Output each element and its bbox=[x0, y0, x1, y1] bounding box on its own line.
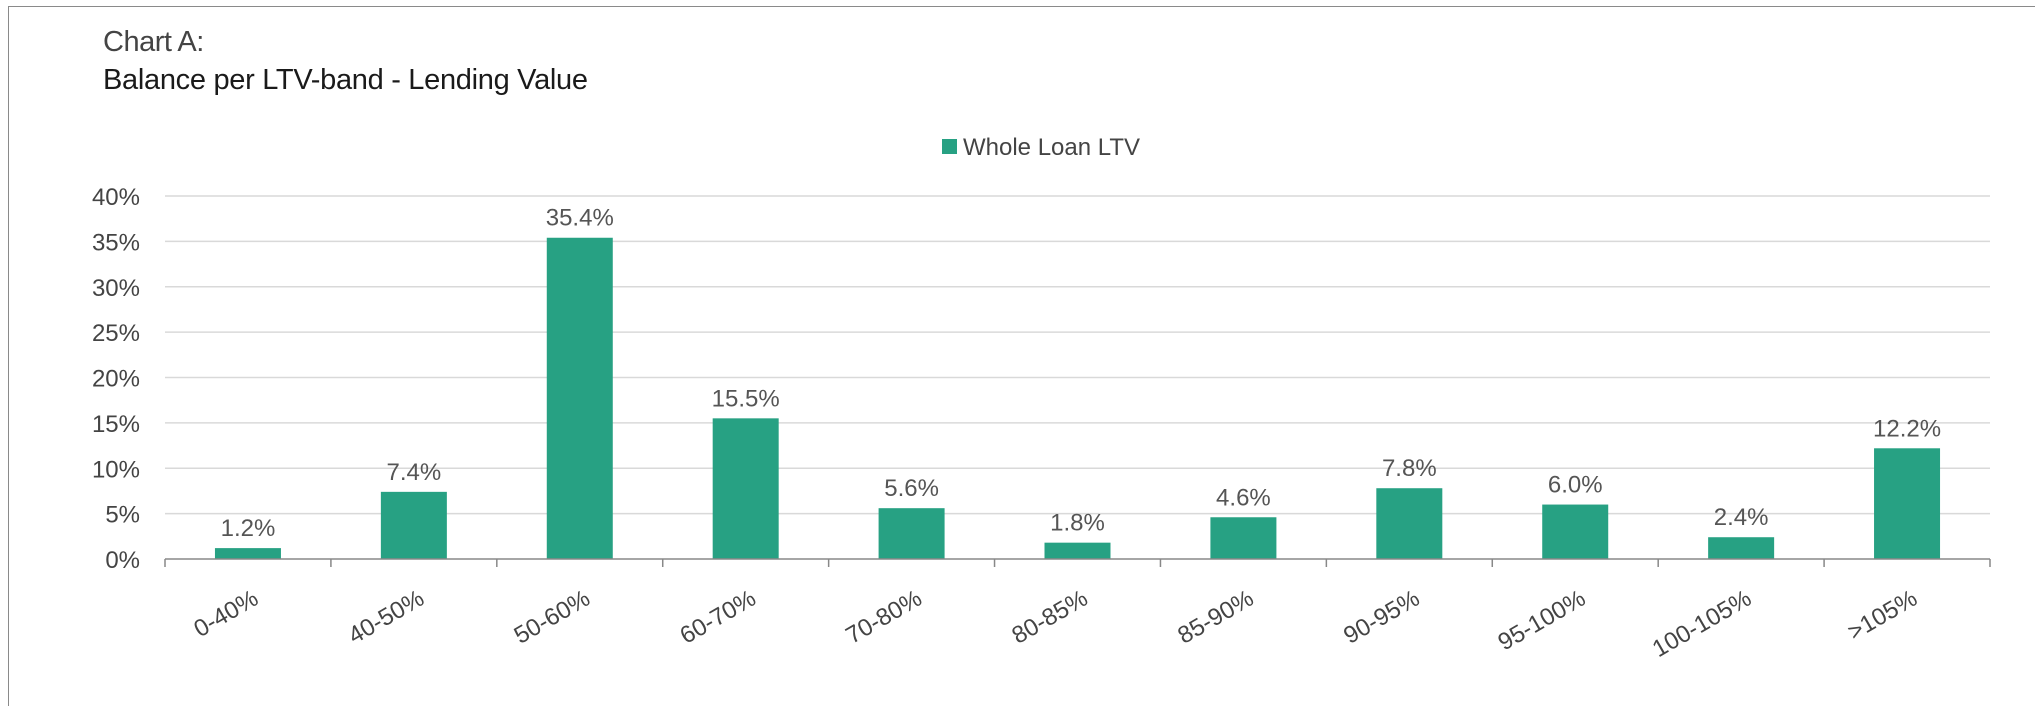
bar bbox=[1044, 542, 1111, 559]
x-tick-label: 70-80% bbox=[841, 585, 926, 650]
bar bbox=[546, 237, 613, 559]
x-tick-label: 60-70% bbox=[676, 585, 761, 650]
y-tick-label: 20% bbox=[92, 366, 140, 393]
x-tick-label: 95-100% bbox=[1494, 585, 1591, 656]
data-label: 5.6% bbox=[884, 475, 939, 502]
x-tick-label: 80-85% bbox=[1007, 585, 1092, 650]
data-labels: 1.2% 7.4% 35.4% 15.5% 5.6% 1.8% 4.6% 7.8% 6.0% 2.… bbox=[221, 205, 1941, 542]
bar bbox=[1542, 504, 1609, 559]
data-label: 4.6% bbox=[1216, 484, 1271, 511]
gridlines bbox=[165, 195, 1990, 515]
x-tick-label: 40-50% bbox=[344, 585, 429, 650]
x-tick-label: 0-40% bbox=[189, 585, 263, 643]
y-tick-label: 25% bbox=[92, 320, 140, 347]
data-label: 1.8% bbox=[1050, 510, 1105, 537]
y-tick-label: 30% bbox=[92, 275, 140, 302]
x-tick-label: 100-105% bbox=[1648, 585, 1756, 663]
y-tick-label: 0% bbox=[105, 547, 140, 574]
legend: Whole Loan LTV bbox=[942, 134, 1140, 161]
legend-swatch bbox=[942, 139, 957, 154]
bar bbox=[380, 491, 447, 559]
bar bbox=[712, 418, 779, 559]
chart-prefix: Chart A: bbox=[103, 26, 204, 58]
data-label: 1.2% bbox=[221, 515, 276, 542]
x-tick-label: 90-95% bbox=[1339, 585, 1424, 650]
bar bbox=[214, 548, 281, 559]
data-label: 7.8% bbox=[1382, 455, 1437, 482]
bar bbox=[1376, 488, 1443, 559]
x-tick-label: 85-90% bbox=[1173, 585, 1258, 650]
bars bbox=[214, 237, 1941, 559]
x-axis bbox=[164, 558, 1991, 567]
x-axis-tick-labels: 0-40% 40-50% 50-60% 60-70% 70-80% 80-85% 85-90… bbox=[189, 585, 1922, 663]
x-tick-label: 50-60% bbox=[510, 585, 595, 650]
y-axis-tick-labels: 0% 5% 10% 15% 20% 25% 30% 35% 40% bbox=[92, 184, 140, 574]
bar bbox=[1210, 517, 1277, 559]
y-tick-label: 35% bbox=[92, 229, 140, 256]
y-tick-label: 40% bbox=[92, 184, 140, 211]
data-label: 7.4% bbox=[387, 459, 442, 486]
data-label: 15.5% bbox=[712, 385, 780, 412]
chart-frame bbox=[8, 6, 2035, 706]
y-tick-label: 5% bbox=[105, 502, 140, 529]
bar bbox=[1874, 448, 1941, 559]
data-label: 35.4% bbox=[546, 205, 614, 232]
bar bbox=[878, 508, 945, 559]
bar bbox=[1708, 537, 1775, 559]
y-tick-label: 15% bbox=[92, 411, 140, 438]
data-label: 12.2% bbox=[1873, 415, 1941, 442]
x-tick-label: >105% bbox=[1843, 585, 1922, 646]
data-label: 2.4% bbox=[1714, 504, 1769, 531]
chart-title: Balance per LTV-band - Lending Value bbox=[103, 64, 588, 96]
legend-label: Whole Loan LTV bbox=[963, 134, 1140, 161]
data-label: 6.0% bbox=[1548, 472, 1603, 499]
y-tick-label: 10% bbox=[92, 456, 140, 483]
